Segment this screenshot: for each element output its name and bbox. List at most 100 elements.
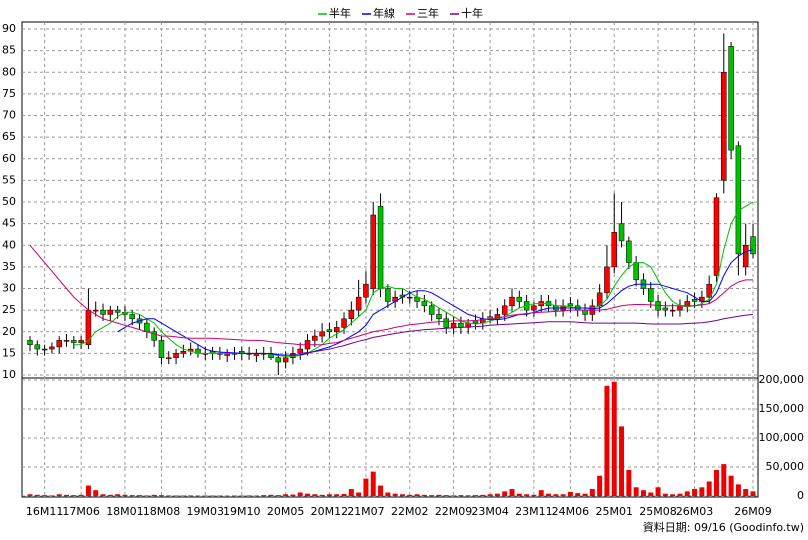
candle-body bbox=[618, 223, 625, 242]
volume-bar bbox=[356, 492, 362, 496]
volume-bar bbox=[516, 493, 522, 496]
candle-body bbox=[370, 214, 376, 289]
volume-bar bbox=[640, 490, 646, 496]
volume-bar bbox=[312, 494, 318, 496]
volume-bar bbox=[34, 494, 40, 496]
candle-body bbox=[735, 145, 742, 255]
candle-body bbox=[626, 240, 632, 263]
volume-bar bbox=[283, 494, 289, 496]
candle-body bbox=[78, 340, 84, 343]
volume-bar bbox=[341, 493, 347, 496]
candle-body bbox=[691, 299, 698, 302]
volume-bar bbox=[458, 495, 464, 496]
volume-bar bbox=[158, 495, 164, 496]
candle-body bbox=[750, 236, 756, 255]
candle-body bbox=[669, 309, 676, 312]
volume-bar bbox=[648, 492, 654, 496]
x-tick-label: 19M03 bbox=[187, 505, 225, 518]
x-tick-label: 26M03 bbox=[676, 505, 714, 518]
volume-bar bbox=[706, 481, 712, 496]
x-tick-label: 18M08 bbox=[143, 505, 181, 518]
candle-body bbox=[312, 335, 318, 341]
ma-line bbox=[73, 201, 754, 357]
volume-bar bbox=[407, 494, 413, 496]
volume-bar bbox=[414, 494, 420, 496]
x-tick-label: 24M06 bbox=[552, 505, 590, 518]
volume-bar bbox=[421, 494, 427, 496]
y-tick-label: 20 bbox=[2, 325, 16, 338]
ma-line bbox=[117, 249, 754, 356]
candle-body bbox=[63, 340, 70, 342]
volume-bar bbox=[655, 487, 661, 496]
candle-body bbox=[501, 305, 508, 315]
y-tick-label: 90 bbox=[2, 22, 16, 35]
volume-bar bbox=[538, 490, 544, 496]
volume-bar bbox=[93, 490, 99, 496]
candle-body bbox=[333, 327, 340, 332]
candle-body bbox=[355, 296, 362, 311]
candle-body bbox=[144, 322, 150, 333]
volume-bar bbox=[275, 495, 281, 496]
volume-bar bbox=[107, 494, 113, 496]
y-tick-label: 40 bbox=[2, 238, 16, 251]
volume-bar bbox=[49, 495, 55, 496]
legend-label: 半年 bbox=[329, 6, 351, 20]
candle-body bbox=[27, 340, 33, 345]
volume-bar bbox=[56, 494, 62, 496]
volume-bar bbox=[546, 493, 552, 496]
volume-bar bbox=[115, 494, 121, 496]
candle-body bbox=[428, 305, 435, 315]
volume-bar bbox=[487, 494, 493, 496]
volume-bar bbox=[575, 493, 581, 496]
candle-body bbox=[85, 309, 92, 345]
candle-body bbox=[173, 353, 179, 358]
candle-body bbox=[582, 309, 588, 315]
volume-bar bbox=[85, 485, 91, 496]
volume-bar bbox=[735, 484, 741, 496]
candle-body bbox=[604, 266, 610, 294]
candle-body bbox=[275, 357, 282, 363]
y-tick-label: 30 bbox=[2, 282, 16, 295]
volume-bar bbox=[297, 492, 303, 496]
volume-bar bbox=[597, 475, 603, 496]
candle-body bbox=[100, 309, 106, 315]
volume-bar bbox=[78, 494, 84, 496]
x-tick-label: 26M09 bbox=[734, 505, 772, 518]
volume-bar bbox=[261, 495, 267, 496]
volume-bar bbox=[166, 495, 172, 496]
candle-body bbox=[107, 309, 114, 315]
candle-body bbox=[648, 288, 654, 302]
volume-bar bbox=[743, 489, 749, 496]
candle-body bbox=[421, 301, 428, 307]
volume-bar bbox=[494, 493, 500, 496]
candle-body bbox=[633, 262, 639, 281]
y-tick-label: 55 bbox=[2, 173, 16, 186]
x-tick-label: 23M11 bbox=[515, 505, 553, 518]
legend-label: 十年 bbox=[461, 6, 483, 20]
x-tick-label: 21M07 bbox=[347, 505, 385, 518]
y-tick-label: 15 bbox=[2, 346, 16, 359]
candle-body bbox=[114, 309, 121, 313]
y-tick-label: 35 bbox=[2, 260, 16, 273]
volume-bar bbox=[268, 494, 274, 496]
x-tick-label: 25M08 bbox=[639, 505, 677, 518]
volume-bar bbox=[334, 494, 340, 496]
volume-bar bbox=[27, 494, 33, 496]
y2-tick-label: 0 bbox=[797, 489, 804, 502]
volume-bar bbox=[721, 464, 727, 496]
candle-body bbox=[34, 344, 41, 350]
volume-bar bbox=[553, 494, 559, 496]
volume-bar bbox=[378, 485, 384, 496]
volume-bar bbox=[319, 494, 325, 496]
volume-bar bbox=[633, 487, 639, 496]
candle-body bbox=[341, 318, 347, 328]
volume-bar bbox=[713, 469, 719, 496]
volume-bar bbox=[692, 489, 698, 496]
candle-body bbox=[684, 301, 691, 307]
candle-body bbox=[509, 296, 515, 307]
x-tick-label: 16M11 bbox=[26, 505, 64, 518]
x-tick-label: 22M02 bbox=[391, 505, 429, 518]
candle-body bbox=[158, 340, 165, 358]
volume-bar bbox=[670, 494, 676, 496]
